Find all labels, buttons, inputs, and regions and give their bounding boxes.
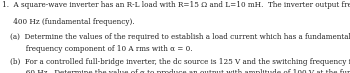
Text: 400 Hz (fundamental frequency).: 400 Hz (fundamental frequency).	[2, 18, 134, 26]
Text: 1.  A square-wave inverter has an R-L load with R=15 Ω and L=10 mH.  The inverte: 1. A square-wave inverter has an R-L loa…	[2, 1, 350, 9]
Text: (a)  Determine the values of the required to establish a load current which has : (a) Determine the values of the required…	[10, 33, 350, 41]
Text: (b)  For a controlled full-bridge inverter, the dc source is 125 V and the switc: (b) For a controlled full-bridge inverte…	[10, 58, 350, 66]
Text: 60 Hz.  Determine the value of α to produce an output with amplitude of 100 V at: 60 Hz. Determine the value of α to produ…	[10, 69, 350, 73]
Text: frequency component of 10 A rms with α = 0.: frequency component of 10 A rms with α =…	[10, 45, 193, 53]
